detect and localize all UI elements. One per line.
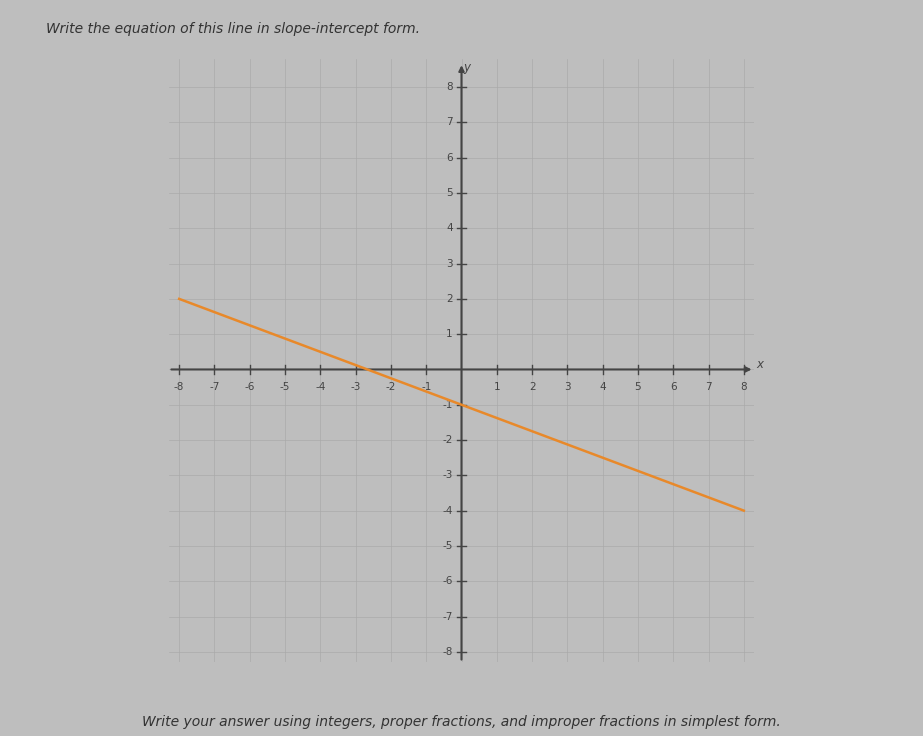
Text: 2: 2: [446, 294, 452, 304]
Text: y: y: [463, 60, 471, 74]
Text: Write the equation of this line in slope-intercept form.: Write the equation of this line in slope…: [46, 22, 420, 36]
Text: -3: -3: [351, 382, 361, 392]
Text: -3: -3: [442, 470, 452, 481]
Text: 3: 3: [446, 258, 452, 269]
Text: -1: -1: [442, 400, 452, 410]
Text: 7: 7: [705, 382, 712, 392]
Text: -4: -4: [315, 382, 326, 392]
Text: -4: -4: [442, 506, 452, 516]
Text: -8: -8: [442, 647, 452, 657]
Text: 3: 3: [564, 382, 570, 392]
Text: -5: -5: [442, 541, 452, 551]
Text: -6: -6: [245, 382, 255, 392]
Text: 1: 1: [446, 329, 452, 339]
Text: 1: 1: [494, 382, 500, 392]
Text: -7: -7: [442, 612, 452, 621]
Text: Write your answer using integers, proper fractions, and improper fractions in si: Write your answer using integers, proper…: [142, 715, 781, 729]
Text: -7: -7: [210, 382, 220, 392]
Text: -5: -5: [280, 382, 290, 392]
Text: 5: 5: [446, 188, 452, 198]
Text: -1: -1: [421, 382, 431, 392]
Text: -8: -8: [174, 382, 185, 392]
Text: 4: 4: [599, 382, 606, 392]
Text: 8: 8: [740, 382, 747, 392]
Text: 6: 6: [446, 152, 452, 163]
Text: 6: 6: [670, 382, 677, 392]
Text: -2: -2: [386, 382, 396, 392]
Text: -2: -2: [442, 435, 452, 445]
Text: 4: 4: [446, 223, 452, 233]
Text: 8: 8: [446, 82, 452, 92]
Text: 7: 7: [446, 118, 452, 127]
Text: 5: 5: [635, 382, 641, 392]
Text: x: x: [756, 358, 763, 371]
Text: 2: 2: [529, 382, 535, 392]
Text: -6: -6: [442, 576, 452, 587]
